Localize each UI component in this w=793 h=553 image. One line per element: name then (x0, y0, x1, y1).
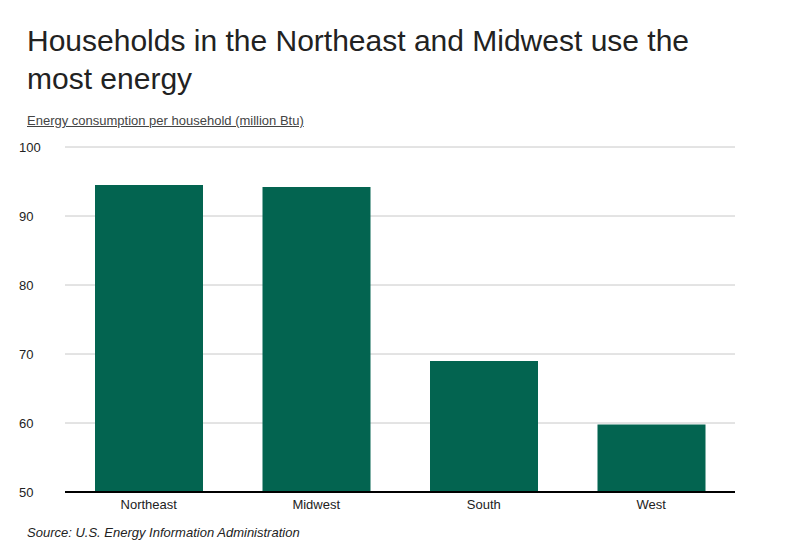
svg-text:Midwest: Midwest (292, 497, 340, 512)
html-text:Households in the Northeast an: Households in the Northeast and Midwest … (27, 24, 690, 95)
html-text:Source: U.S. Energy Informatio: Source: U.S. Energy Information Administ… (27, 525, 300, 540)
svg-text:80: 80 (19, 278, 33, 293)
svg-text:Northeast: Northeast (121, 497, 178, 512)
svg-text:50: 50 (19, 485, 33, 500)
svg-text:90: 90 (19, 209, 33, 224)
svg-text:West: West (637, 497, 667, 512)
svg-text:100: 100 (19, 140, 41, 155)
svg-text:60: 60 (19, 416, 33, 431)
html-text:Energy consumption per househo: Energy consumption per household (millio… (27, 113, 304, 128)
svg-text:70: 70 (19, 347, 33, 362)
svg-text:South: South (467, 497, 501, 512)
